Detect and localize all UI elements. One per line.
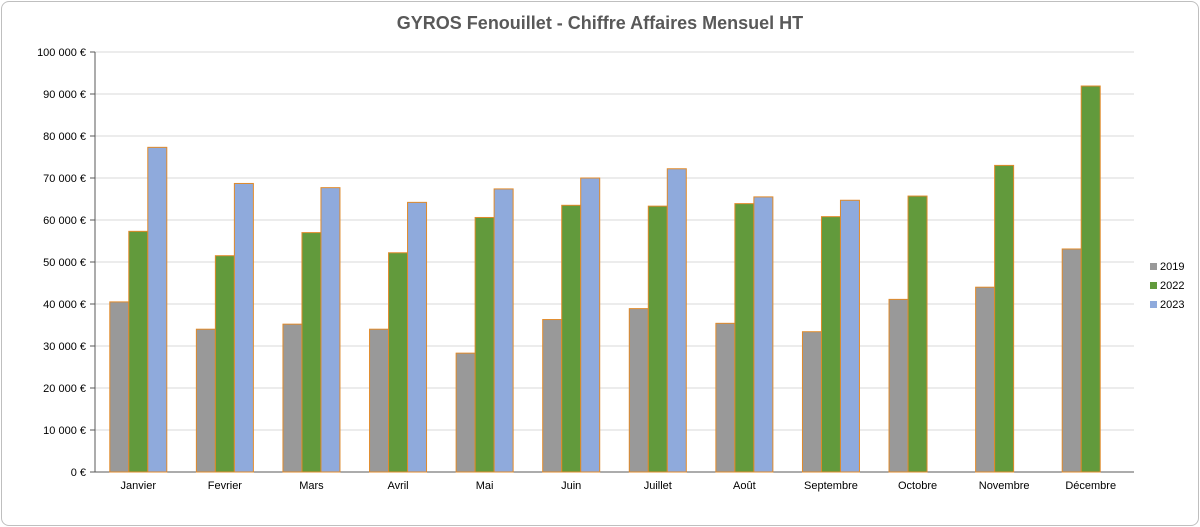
bar-2022-11 (1080, 85, 1101, 473)
y-tick-label: 30 000 € (43, 341, 86, 353)
legend-swatch-2022 (1150, 282, 1157, 289)
bar-2023-5 (580, 177, 601, 473)
x-tick-label: Octobre (898, 480, 937, 492)
bar-2019-9 (888, 298, 909, 473)
bar-2019-0 (109, 301, 130, 473)
bar-2022-5 (561, 204, 582, 473)
x-tick-label: Janvier (121, 480, 157, 492)
x-tick-label: Juin (561, 480, 581, 492)
bar-2022-6 (647, 205, 668, 473)
x-tick-label: Juillet (644, 480, 672, 492)
legend-item-2019: 2019 (1150, 257, 1198, 276)
bar-2023-2 (320, 187, 341, 473)
x-tick-label: Novembre (979, 480, 1030, 492)
bar-2023-7 (753, 196, 774, 473)
bar-2023-0 (147, 146, 168, 473)
bar-2022-3 (388, 252, 409, 473)
legend: 2019 2022 2023 (1150, 257, 1198, 314)
y-tick-label: 100 000 € (37, 47, 86, 59)
bar-2022-9 (907, 195, 928, 473)
bar-2022-10 (994, 164, 1015, 473)
x-tick-label: Septembre (804, 480, 858, 492)
x-tick-label: Fevrier (208, 480, 243, 492)
y-tick-label: 40 000 € (43, 299, 86, 311)
legend-label-2023: 2023 (1160, 298, 1185, 311)
x-tick-label: Août (733, 480, 756, 492)
y-tick-label: 10 000 € (43, 425, 86, 437)
bar-2019-1 (195, 328, 216, 473)
bar-2022-8 (820, 216, 841, 473)
bar-2019-3 (369, 328, 390, 473)
bar-2019-8 (801, 331, 822, 473)
bar-2019-11 (1061, 248, 1082, 473)
bar-2022-2 (301, 232, 322, 473)
legend-item-2023: 2023 (1150, 295, 1198, 314)
bar-2022-1 (214, 255, 235, 473)
bar-2019-10 (975, 286, 996, 473)
y-tick-label: 90 000 € (43, 89, 86, 101)
x-tick-label: Mars (299, 480, 324, 492)
legend-label-2019: 2019 (1160, 260, 1185, 273)
legend-item-2022: 2022 (1150, 276, 1198, 295)
y-tick-label: 60 000 € (43, 215, 86, 227)
bar-2019-5 (542, 319, 563, 473)
y-tick-label: 50 000 € (43, 257, 86, 269)
x-tick-label: Avril (387, 480, 408, 492)
bar-2019-6 (628, 308, 649, 473)
bar-2022-7 (734, 203, 755, 473)
y-tick-label: 0 € (71, 467, 86, 479)
bar-2023-8 (839, 199, 860, 473)
chart-title: GYROS Fenouillet - Chiffre Affaires Mens… (396, 13, 804, 33)
bar-2019-4 (455, 352, 476, 473)
x-tick-label: Décembre (1065, 480, 1116, 492)
legend-label-2022: 2022 (1160, 279, 1185, 292)
y-tick-label: 70 000 € (43, 173, 86, 185)
bar-2023-4 (493, 188, 514, 473)
legend-swatch-2023 (1150, 301, 1157, 308)
bar-2023-1 (233, 182, 254, 473)
x-tick-label: Mai (476, 480, 494, 492)
y-tick-label: 80 000 € (43, 131, 86, 143)
bar-2023-3 (407, 201, 428, 473)
bar-2019-7 (715, 322, 736, 473)
legend-swatch-2019 (1150, 263, 1157, 270)
bar-2023-6 (666, 168, 687, 473)
y-tick-label: 20 000 € (43, 383, 86, 395)
bar-2022-0 (128, 230, 149, 473)
bar-2022-4 (474, 216, 495, 473)
bar-2019-2 (282, 323, 303, 473)
